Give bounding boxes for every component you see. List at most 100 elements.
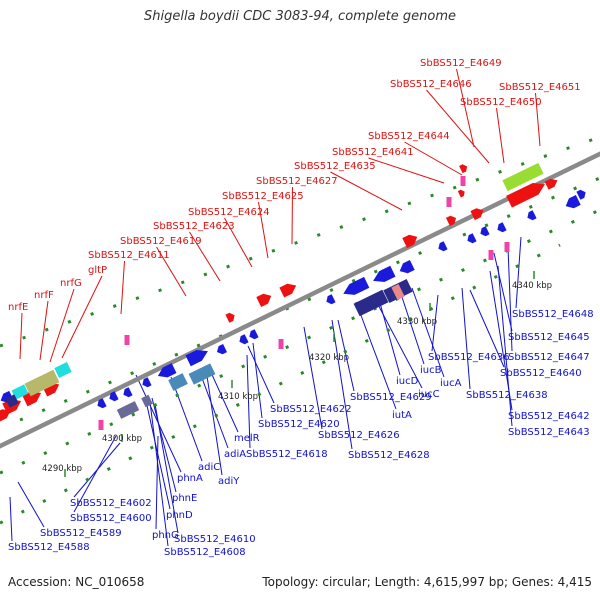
bottom-gene-label: SbBS512_E4618 [246,449,328,460]
bottom-gene-label: SbBS512_E4622 [270,404,352,415]
bottom-gene-label: phnG [152,530,179,541]
top-gene-label: nrfG [60,278,82,289]
bottom-label-leader [73,435,117,513]
bottom-gene-label: iucC [418,389,440,400]
top-gene-label: nrfF [34,290,54,301]
reverse-gene-steel-2 [188,363,216,385]
bottom-gene-label: SbBS512_E4645 [508,332,590,343]
bottom-label-leader [9,496,13,542]
top-gene-label: SbBS512_E4611 [88,250,170,261]
genome-title: Shigella boydii CDC 3083-94, complete ge… [143,9,457,24]
bottom-gene-label: SbBS512_E4610 [174,534,256,545]
bottom-label-leader [145,400,171,510]
reverse-gene-slate-1 [116,401,140,419]
bottom-label-leader [303,326,323,430]
reverse-gene-salmon [391,283,405,301]
forward-gene-4 [0,409,11,422]
top-label-leader [496,107,505,164]
top-label-leader [39,300,49,361]
top-label-leader [426,89,490,164]
bottom-gene-label: SbBS512_E4620 [258,419,340,430]
top-gene-label: SbBS512_E4623 [153,221,235,232]
reverse-gene-8 [239,334,249,345]
bottom-label-leader [331,319,353,450]
scale-tick-label: 4330 kbp [397,317,437,327]
bottom-label-leader [252,342,263,419]
bottom-gene-label: phnD [166,510,193,521]
reverse-gene-11 [343,276,370,295]
bottom-gene-label: SbBS512_E4642 [508,411,590,422]
reverse-gene-1 [97,398,107,409]
marker-gene-7 [504,242,510,252]
forward-gene-olive [24,369,60,397]
top-label-leader [368,157,445,184]
bottom-gene-label: adiY [218,476,240,487]
bottom-label-leader [135,374,182,473]
bottom-label-leader [149,401,169,547]
bottom-gene-label: SbBS512_E4629 [350,392,432,403]
top-label-leader [224,217,253,268]
bottom-gene-label: adiC [198,462,220,473]
reverse-gene-19 [565,194,581,209]
forward-gene-13 [544,178,558,190]
bottom-gene-label: SbBS512_E4608 [164,547,246,558]
bottom-gene-label: SbBS512_E4626 [318,430,400,441]
top-label-leader [456,68,475,148]
reverse-gene-9 [249,329,259,340]
bottom-label-leader [154,403,179,534]
scale-tick-label: 4290 kbp [42,464,82,474]
bottom-gene-label: SbBS512_E4640 [500,368,582,379]
top-gene-label: gltP [88,265,107,276]
bottom-label-leader [497,265,513,427]
reverse-gene-10 [326,294,336,305]
bottom-label-leader [461,287,471,390]
bottom-gene-label: SbBS512_E4648 [512,309,594,320]
bottom-label-leader [73,442,121,498]
top-label-leader [156,246,187,297]
top-gene-label: SbBS512_E4650 [460,97,542,108]
scale-tick-label: 4340 kbp [512,281,552,291]
bottom-label-leader [373,296,423,389]
reverse-gene-16 [480,226,490,237]
bottom-gene-label: iutA [392,410,412,421]
forward-gene-cyan-1 [54,361,72,379]
bottom-gene-label: SbBS512_E4638 [466,390,548,401]
top-gene-label: SbBS512_E4644 [368,131,450,142]
bottom-label-leader [469,289,505,368]
top-label-leader [535,92,541,147]
forward-gene-12 [459,164,468,174]
top-gene-label: SbBS512_E4635 [294,161,376,172]
bottom-gene-label: SbBS512_E4588 [8,542,90,553]
bottom-label-leader [206,375,223,476]
reverse-gene-navy-3 [5,394,19,408]
upper-track-dots [19,176,600,422]
bottom-label-leader [355,301,397,410]
bottom-gene-label: SbBS512_E4636 [428,352,510,363]
bottom-label-leader [208,367,239,433]
marker-gene-4 [460,176,466,186]
bottom-gene-label: phnE [172,493,197,504]
reverse-gene-4 [142,377,152,388]
genome-summary-text: Topology: circular; Length: 4,615,997 bp… [262,575,592,589]
top-label-leader [404,141,463,176]
reverse-gene-12 [373,265,396,283]
bottom-gene-label: SbBS512_E4647 [508,352,590,363]
forward-gene-10 [470,208,484,221]
bottom-label-leader [493,252,513,332]
reverse-gene-15 [467,233,477,244]
bottom-label-leader [337,319,355,392]
bottom-label-leader [246,354,251,449]
top-gene-label: SbBS512_E4646 [390,79,472,90]
bottom-gene-label: iucA [440,378,462,389]
reverse-gene-13 [399,259,415,274]
bottom-gene-label: melR [234,433,260,444]
top-gene-label: SbBS512_E4651 [499,82,581,93]
reverse-gene-2 [109,391,119,402]
outer-track-dots [0,135,600,348]
forward-gene-6 [279,283,297,298]
reverse-gene-14 [438,241,448,252]
reverse-gene-navy-1 [353,289,389,317]
marker-gene-3 [278,339,284,349]
bottom-label-leader [515,236,522,309]
bottom-gene-label: iucD [396,376,419,387]
